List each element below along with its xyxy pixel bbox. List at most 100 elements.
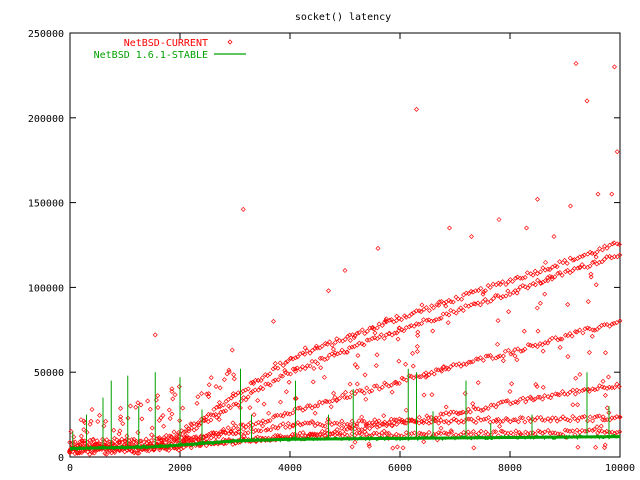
data-point-current <box>401 376 407 382</box>
data-point-current <box>508 430 514 436</box>
data-point-current <box>537 429 543 435</box>
data-point-current <box>305 403 311 409</box>
data-point-current <box>248 380 254 386</box>
data-point-current <box>470 401 476 407</box>
data-point-current <box>480 407 486 413</box>
y-axis: 0 50000 100000 150000 200000 250000 <box>28 29 620 464</box>
data-point-current <box>465 406 471 412</box>
data-point-current <box>537 341 543 347</box>
data-point-current <box>293 395 299 401</box>
data-point-current <box>235 402 241 408</box>
data-point-current <box>374 352 380 358</box>
data-point-current <box>327 339 333 345</box>
data-point-current <box>488 402 494 408</box>
data-point-current <box>448 307 454 313</box>
data-point-current <box>302 365 308 371</box>
data-point-current <box>588 271 594 277</box>
data-point-current <box>554 264 560 270</box>
data-point-current <box>326 288 331 294</box>
data-point-current <box>505 347 511 353</box>
data-point-current <box>475 300 481 306</box>
data-point-current <box>82 438 88 444</box>
data-point-current <box>552 274 558 280</box>
data-point-current <box>575 265 581 271</box>
data-point-current <box>230 420 236 426</box>
data-point-current <box>213 383 219 389</box>
data-point-current <box>574 329 580 335</box>
data-point-current <box>559 272 565 278</box>
data-point-current <box>524 270 530 276</box>
data-point-current <box>515 419 521 425</box>
data-point-current <box>426 372 432 378</box>
data-point-current <box>195 394 201 400</box>
data-point-current <box>329 342 335 348</box>
data-point-current <box>545 340 551 346</box>
data-point-current <box>260 418 266 424</box>
data-point-current <box>228 395 234 401</box>
data-point-current <box>307 403 313 409</box>
data-point-current <box>67 439 73 445</box>
data-point-current <box>260 423 266 429</box>
data-point-current <box>352 362 358 368</box>
data-point-current <box>403 407 409 413</box>
data-point-current <box>220 429 226 435</box>
data-point-current <box>548 418 554 424</box>
data-point-current <box>604 321 610 327</box>
legend-label-current: NetBSD-CURRENT <box>124 38 208 49</box>
data-point-current <box>520 283 526 289</box>
data-point-current <box>163 446 169 452</box>
data-point-current <box>270 378 276 384</box>
data-point-current <box>483 405 489 411</box>
data-point-current <box>317 431 323 437</box>
data-point-current <box>204 391 210 397</box>
data-point-current <box>233 423 239 429</box>
data-point-current <box>116 439 122 445</box>
data-point-current <box>431 318 437 324</box>
data-point-current <box>562 416 568 422</box>
data-point-current <box>72 451 78 457</box>
data-point-current <box>158 415 164 421</box>
data-point-current <box>359 414 365 420</box>
data-point-current <box>438 417 444 423</box>
data-point-current <box>532 342 538 348</box>
data-point-current <box>214 404 220 410</box>
data-point-current <box>388 382 394 388</box>
data-point-current <box>586 349 592 355</box>
data-point-current <box>507 388 513 394</box>
data-point-current <box>290 410 296 416</box>
data-point-current <box>461 419 467 425</box>
data-point-current <box>497 419 503 425</box>
data-point-current <box>585 418 591 424</box>
data-point-current <box>579 253 585 259</box>
data-point-current <box>172 438 178 444</box>
data-point-current <box>260 386 266 392</box>
data-point-current <box>436 420 442 426</box>
data-point-current <box>516 429 522 435</box>
data-point-current <box>594 261 600 267</box>
data-point-current <box>261 401 267 407</box>
data-point-current <box>265 381 271 387</box>
data-point-current <box>604 428 610 434</box>
data-point-current <box>396 315 402 321</box>
data-point-current <box>522 419 528 425</box>
data-point-current <box>191 421 197 427</box>
data-point-current <box>252 387 258 393</box>
data-point-current <box>117 417 123 423</box>
data-point-current <box>545 275 551 281</box>
data-point-current <box>260 375 266 381</box>
data-point-current <box>498 399 504 405</box>
data-point-current <box>203 417 209 423</box>
data-point-current <box>475 415 481 421</box>
data-point-current <box>597 383 603 389</box>
data-point-current <box>610 241 616 247</box>
data-point-current <box>295 354 301 360</box>
data-point-current <box>191 434 197 440</box>
data-point-current <box>560 389 566 395</box>
data-point-current <box>295 405 301 411</box>
data-point-current <box>188 425 194 431</box>
data-point-current <box>218 429 224 435</box>
data-point-current <box>443 418 449 424</box>
data-point-current <box>216 433 222 439</box>
data-point-current <box>268 427 274 433</box>
data-point-current <box>443 404 449 410</box>
